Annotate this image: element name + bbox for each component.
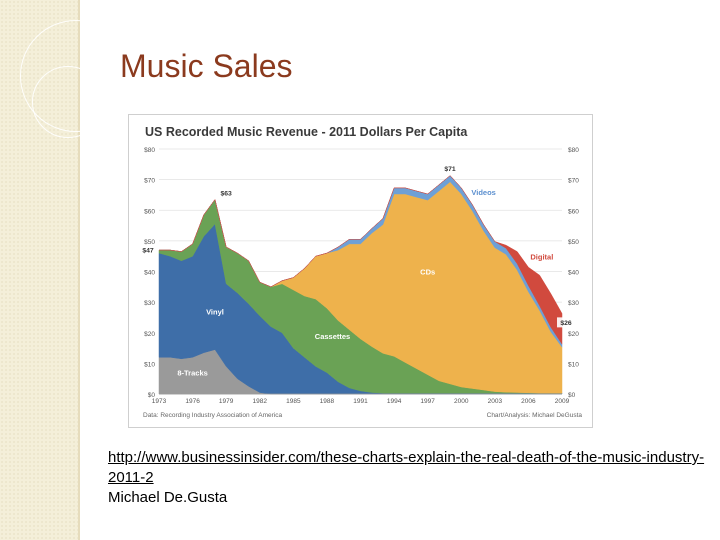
y-tick-label-right: $10 xyxy=(568,361,579,368)
x-tick-label: 1976 xyxy=(185,398,200,405)
x-tick-label: 2000 xyxy=(454,398,469,405)
value-annotation: $47 xyxy=(142,248,154,255)
series-label: Vinyl xyxy=(206,307,224,316)
y-tick-label-right: $60 xyxy=(568,208,579,215)
y-tick-label-left: $70 xyxy=(144,178,155,185)
chart-credit: Chart/Analysis: Michael DeGusta xyxy=(487,412,583,419)
chart-frame: US Recorded Music Revenue - 2011 Dollars… xyxy=(128,114,593,428)
y-tick-label-right: $20 xyxy=(568,331,579,338)
y-tick-label-right: $30 xyxy=(568,300,579,307)
y-tick-label-right: $0 xyxy=(568,392,576,399)
y-tick-label-left: $50 xyxy=(144,239,155,246)
y-tick-label-right: $50 xyxy=(568,239,579,246)
series-labels: 8-Tracks Vinyl Cassettes CDs Videos Digital xyxy=(177,188,553,378)
decorative-circle-inner xyxy=(32,66,104,138)
x-axis: 1973 1976 1979 1982 1985 1988 1991 1994 1997 2000… xyxy=(152,393,570,405)
x-tick-label: 2003 xyxy=(488,398,503,405)
sidebar-edge-line xyxy=(78,0,80,540)
annotation-bg xyxy=(139,245,157,256)
value-annotation: $63 xyxy=(220,191,232,198)
y-tick-label-left: $0 xyxy=(148,392,156,399)
annotation-bg xyxy=(441,163,460,174)
annotation-bg xyxy=(557,317,575,328)
y-tick-label-right: $40 xyxy=(568,270,579,277)
series-label: 8-Tracks xyxy=(177,369,207,378)
y-tick-label-left: $80 xyxy=(144,147,155,154)
value-annotation: $26 xyxy=(560,320,572,327)
x-tick-label: 1994 xyxy=(387,398,402,405)
series-label: Videos xyxy=(471,188,495,197)
y-tick-label-left: $10 xyxy=(144,361,155,368)
x-tick-label: 1988 xyxy=(320,398,335,405)
slide-caption: http://www.businessinsider.com/these-cha… xyxy=(108,448,720,508)
y-tick-label-left: $40 xyxy=(144,270,155,277)
chart-areas xyxy=(158,175,563,395)
y-axis-left: $0 $10 $20 $30 $40 $50 $60 $70 $80 xyxy=(144,147,155,399)
y-axis-right: $0 $10 $20 $30 $40 $50 $60 $70 $80 xyxy=(568,147,579,399)
source-link[interactable]: http://www.businessinsider.com/these-cha… xyxy=(108,449,705,486)
x-tick-label: 2009 xyxy=(555,398,570,405)
y-tick-label-left: $30 xyxy=(144,300,155,307)
slide-title: Music Sales xyxy=(120,48,293,84)
value-annotation: $71 xyxy=(444,166,456,173)
area-digital xyxy=(159,175,563,345)
series-label: CDs xyxy=(420,268,435,277)
author-name: Michael De.Gusta xyxy=(108,489,228,506)
y-tick-label-left: $20 xyxy=(144,331,155,338)
series-label: Digital xyxy=(530,252,553,261)
x-tick-label: 2006 xyxy=(521,398,536,405)
y-tick-label-right: $80 xyxy=(568,147,579,154)
chart-source: Data: Recording Industry Association of … xyxy=(143,412,282,419)
y-tick-label-right: $70 xyxy=(568,178,579,185)
x-tick-label: 1991 xyxy=(353,398,368,405)
series-label: Cassettes xyxy=(315,332,350,341)
y-tick-label-left: $60 xyxy=(144,208,155,215)
value-annotations: $47 $63 $71 $26 xyxy=(139,163,575,328)
annotation-bg xyxy=(217,188,236,199)
x-tick-label: 1997 xyxy=(420,398,435,405)
area-chart: US Recorded Music Revenue - 2011 Dollars… xyxy=(139,125,583,419)
x-tick-label: 1979 xyxy=(219,398,234,405)
x-tick-label: 1985 xyxy=(286,398,301,405)
chart-title: US Recorded Music Revenue - 2011 Dollars… xyxy=(145,125,468,139)
x-tick-label: 1973 xyxy=(152,398,167,405)
x-tick-label: 1982 xyxy=(253,398,268,405)
